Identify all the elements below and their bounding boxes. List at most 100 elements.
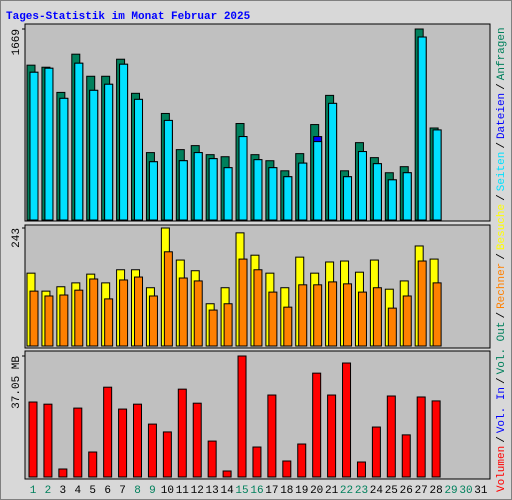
bar (372, 287, 382, 347)
legend-separator: / (496, 377, 508, 384)
bar (208, 158, 218, 221)
x-tick-label: 13 (206, 485, 219, 497)
bar (28, 401, 38, 478)
bar (417, 36, 427, 221)
chart-title: Tages-Statistik im Monat Februar 2025 (6, 11, 251, 23)
bar (297, 443, 307, 478)
x-tick-label: 31 (474, 485, 488, 497)
bar (238, 136, 248, 221)
legend-item: Vol. Out (496, 322, 508, 375)
bar (103, 386, 113, 478)
x-tick-label: 22 (340, 485, 353, 497)
bar (162, 431, 172, 478)
bar (89, 89, 99, 221)
bar (343, 283, 353, 347)
legend-separator: / (496, 142, 508, 149)
bar (252, 446, 262, 478)
x-tick-label: 24 (370, 485, 384, 497)
x-tick-label: 5 (89, 485, 96, 497)
x-tick-label: 12 (191, 485, 204, 497)
x-tick-label: 26 (400, 485, 413, 497)
x-tick-label: 29 (444, 485, 457, 497)
legend-separator: / (496, 253, 508, 260)
bar (298, 162, 308, 221)
x-tick-label: 6 (104, 485, 111, 497)
x-tick-label: 15 (235, 485, 248, 497)
bar (237, 355, 247, 478)
bar (371, 426, 381, 478)
legend-item: Seiten (496, 152, 508, 192)
bar (223, 303, 233, 347)
x-tick-label: 11 (176, 485, 190, 497)
bar (268, 291, 278, 347)
bar (222, 470, 232, 478)
bar (43, 403, 53, 478)
bar (431, 400, 441, 478)
x-tick-label: 28 (430, 485, 443, 497)
bar (342, 362, 352, 478)
bar (207, 440, 217, 478)
bar (163, 251, 173, 347)
bar (208, 309, 218, 347)
bar (119, 279, 129, 347)
bar (282, 460, 292, 478)
x-tick-label: 1 (30, 485, 37, 497)
y-tick-label: 37.05 MB (11, 356, 23, 409)
bar (44, 67, 54, 221)
bar (298, 284, 308, 347)
bar (177, 388, 187, 478)
bar (148, 161, 158, 221)
bar (283, 306, 293, 347)
legend-separator: / (496, 436, 508, 443)
bar (401, 434, 411, 478)
x-tick-label: 14 (220, 485, 234, 497)
bar (267, 394, 277, 478)
bar (432, 129, 442, 221)
bar (29, 290, 39, 347)
bar (59, 97, 69, 221)
bar (357, 291, 367, 347)
x-tick-label: 3 (60, 485, 67, 497)
bar (313, 284, 323, 347)
bar (147, 423, 157, 478)
y-tick-label: 243 (11, 228, 23, 248)
bar (119, 63, 129, 221)
bar (178, 160, 188, 221)
bar (104, 298, 114, 347)
legend-item: Volumen (496, 446, 508, 492)
x-tick-label: 9 (149, 485, 156, 497)
bar (343, 176, 353, 221)
x-tick-label: 4 (74, 485, 81, 497)
x-tick-label: 17 (265, 485, 278, 497)
legend-separator: / (496, 194, 508, 201)
legend-separator: / (496, 312, 508, 319)
x-tick-label: 8 (134, 485, 141, 497)
bar (89, 278, 99, 347)
bar (402, 295, 412, 347)
bar (387, 307, 397, 347)
bar (402, 172, 412, 221)
legend-item: Besuche (496, 204, 508, 250)
legend-separator: / (496, 83, 508, 90)
bar (356, 461, 366, 478)
bar (372, 163, 382, 221)
bar (283, 176, 293, 221)
legend: Volumen / Vol. In / Vol. Out / Rechner / Besuche… (496, 27, 508, 492)
bar (58, 468, 68, 478)
legend-item: Anfragen (496, 27, 508, 80)
bar (253, 269, 263, 347)
x-tick-label: 21 (325, 485, 339, 497)
bar (59, 294, 69, 347)
bar (29, 71, 39, 221)
bar (118, 408, 128, 478)
bar (386, 395, 396, 478)
x-tick-label: 23 (355, 485, 368, 497)
bar (432, 282, 442, 347)
bar (133, 403, 143, 478)
bar (163, 119, 173, 221)
bar (74, 289, 84, 347)
bar (313, 141, 323, 221)
legend-item: Dateien (496, 93, 508, 139)
bar (193, 280, 203, 347)
